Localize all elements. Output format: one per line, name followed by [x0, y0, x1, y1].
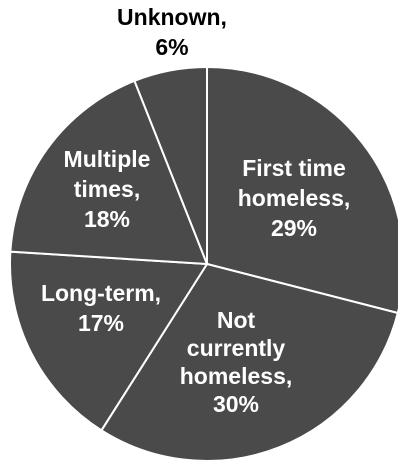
data-label-line: Unknown,: [117, 4, 227, 30]
data-label-line: 30%: [213, 391, 259, 417]
data-label-line: First time: [242, 155, 346, 181]
pie-labels: First time homeless, 29%Not currently homele…: [41, 4, 350, 417]
data-label-line: homeless,: [238, 185, 351, 211]
data-label-unknown: Unknown, 6%: [117, 4, 227, 60]
pie-slice-unknown: [133, 65, 208, 265]
data-label-not-currently-homeless: Not currently homeless, 30%: [180, 307, 293, 417]
data-label-line: times,: [74, 176, 140, 202]
data-label-line: homeless,: [180, 363, 293, 389]
pie-slice-first-time-homeless: [206, 65, 398, 315]
pie-slices: [9, 65, 398, 462]
data-label-line: 17%: [78, 310, 124, 336]
data-label-line: Not: [217, 307, 256, 333]
data-label-first-time-homeless: First time homeless, 29%: [238, 155, 351, 241]
data-label-line: 18%: [84, 206, 130, 232]
pie-slice-not-currently-homeless: [100, 262, 398, 462]
pie-slice-long-term: [9, 250, 209, 432]
data-label-line: Long-term,: [41, 280, 161, 306]
data-label-line: Multiple: [64, 146, 151, 172]
data-label-multiple-times: Multiple times, 18%: [64, 146, 151, 232]
data-label-line: 6%: [155, 34, 188, 60]
data-label-long-term: Long-term, 17%: [41, 280, 161, 336]
data-label-line: 29%: [271, 215, 317, 241]
pie-slice-multiple-times: [9, 79, 209, 266]
data-label-line: currently: [187, 335, 286, 361]
